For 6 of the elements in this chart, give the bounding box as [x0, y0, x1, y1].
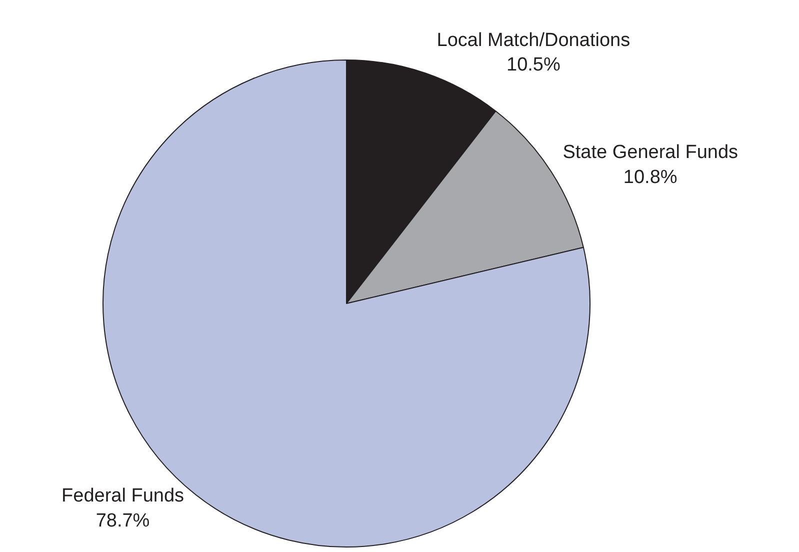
slice-label: Federal Funds [62, 486, 184, 507]
slice-label: Local Match/Donations [436, 30, 630, 51]
data-label: 10.5% [506, 54, 560, 76]
data-label: 78.7% [96, 510, 150, 532]
data-label: 10.8% [623, 166, 678, 188]
slice-label: State General Funds [562, 142, 738, 164]
